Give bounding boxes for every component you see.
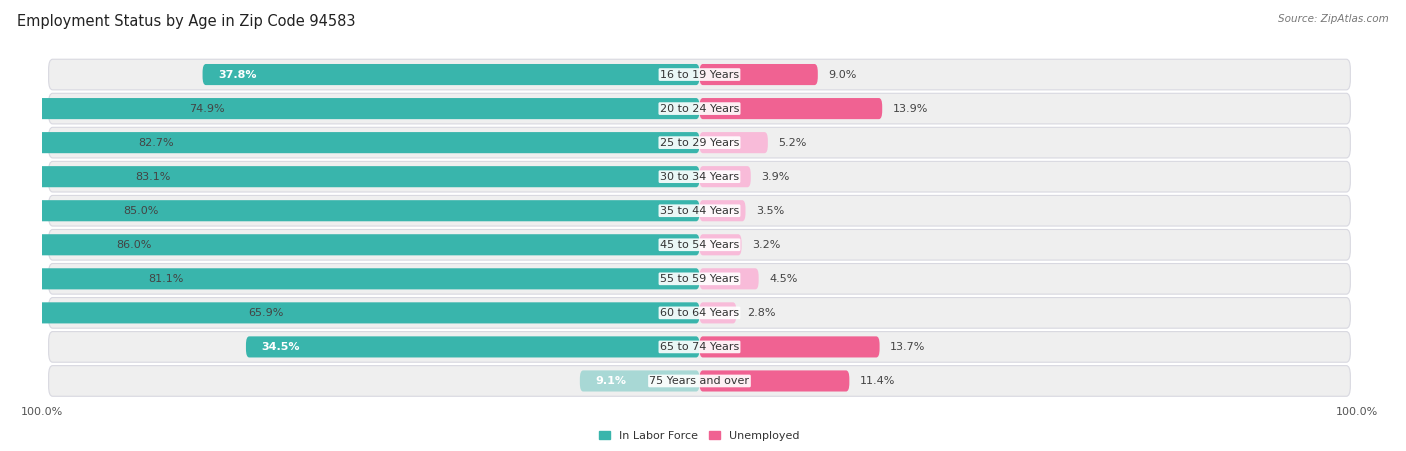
- Text: 20 to 24 Years: 20 to 24 Years: [659, 104, 740, 114]
- FancyBboxPatch shape: [699, 268, 759, 290]
- FancyBboxPatch shape: [699, 234, 741, 255]
- FancyBboxPatch shape: [49, 127, 1350, 158]
- Text: 3.2%: 3.2%: [752, 240, 780, 250]
- FancyBboxPatch shape: [0, 268, 699, 290]
- Text: 13.7%: 13.7%: [890, 342, 925, 352]
- Text: 55 to 59 Years: 55 to 59 Years: [659, 274, 740, 284]
- Text: 75 Years and over: 75 Years and over: [650, 376, 749, 386]
- Text: 82.7%: 82.7%: [138, 138, 174, 147]
- Text: Source: ZipAtlas.com: Source: ZipAtlas.com: [1278, 14, 1389, 23]
- FancyBboxPatch shape: [246, 336, 699, 358]
- Text: 3.9%: 3.9%: [761, 172, 790, 182]
- FancyBboxPatch shape: [49, 230, 1350, 260]
- FancyBboxPatch shape: [699, 336, 880, 358]
- Text: 13.9%: 13.9%: [893, 104, 928, 114]
- FancyBboxPatch shape: [0, 132, 699, 153]
- FancyBboxPatch shape: [49, 366, 1350, 396]
- Text: 83.1%: 83.1%: [135, 172, 172, 182]
- FancyBboxPatch shape: [0, 166, 699, 187]
- FancyBboxPatch shape: [699, 200, 745, 221]
- Text: 11.4%: 11.4%: [860, 376, 896, 386]
- Text: 4.5%: 4.5%: [769, 274, 797, 284]
- FancyBboxPatch shape: [0, 98, 699, 119]
- FancyBboxPatch shape: [0, 302, 699, 323]
- FancyBboxPatch shape: [699, 132, 768, 153]
- Text: 35 to 44 Years: 35 to 44 Years: [659, 206, 740, 216]
- FancyBboxPatch shape: [49, 331, 1350, 362]
- FancyBboxPatch shape: [699, 166, 751, 187]
- Text: 45 to 54 Years: 45 to 54 Years: [659, 240, 740, 250]
- FancyBboxPatch shape: [49, 93, 1350, 124]
- Text: 16 to 19 Years: 16 to 19 Years: [659, 69, 740, 79]
- Legend: In Labor Force, Unemployed: In Labor Force, Unemployed: [599, 431, 800, 441]
- FancyBboxPatch shape: [202, 64, 699, 85]
- Text: 74.9%: 74.9%: [190, 104, 225, 114]
- Text: 60 to 64 Years: 60 to 64 Years: [659, 308, 740, 318]
- Text: 81.1%: 81.1%: [149, 274, 184, 284]
- Text: 5.2%: 5.2%: [779, 138, 807, 147]
- FancyBboxPatch shape: [49, 195, 1350, 226]
- FancyBboxPatch shape: [0, 200, 699, 221]
- Text: 65 to 74 Years: 65 to 74 Years: [659, 342, 740, 352]
- Text: 25 to 29 Years: 25 to 29 Years: [659, 138, 740, 147]
- Text: Employment Status by Age in Zip Code 94583: Employment Status by Age in Zip Code 945…: [17, 14, 356, 28]
- FancyBboxPatch shape: [49, 298, 1350, 328]
- Text: 65.9%: 65.9%: [249, 308, 284, 318]
- Text: 37.8%: 37.8%: [218, 69, 257, 79]
- Text: 9.1%: 9.1%: [596, 376, 627, 386]
- Text: 2.8%: 2.8%: [747, 308, 775, 318]
- FancyBboxPatch shape: [699, 64, 818, 85]
- FancyBboxPatch shape: [49, 263, 1350, 294]
- Text: 86.0%: 86.0%: [117, 240, 152, 250]
- FancyBboxPatch shape: [49, 59, 1350, 90]
- FancyBboxPatch shape: [49, 161, 1350, 192]
- Text: 30 to 34 Years: 30 to 34 Years: [659, 172, 740, 182]
- FancyBboxPatch shape: [0, 234, 699, 255]
- Text: 34.5%: 34.5%: [262, 342, 301, 352]
- Text: 85.0%: 85.0%: [124, 206, 159, 216]
- Text: 9.0%: 9.0%: [828, 69, 856, 79]
- FancyBboxPatch shape: [699, 98, 882, 119]
- FancyBboxPatch shape: [699, 370, 849, 391]
- FancyBboxPatch shape: [699, 302, 737, 323]
- FancyBboxPatch shape: [579, 370, 699, 391]
- Text: 3.5%: 3.5%: [756, 206, 785, 216]
